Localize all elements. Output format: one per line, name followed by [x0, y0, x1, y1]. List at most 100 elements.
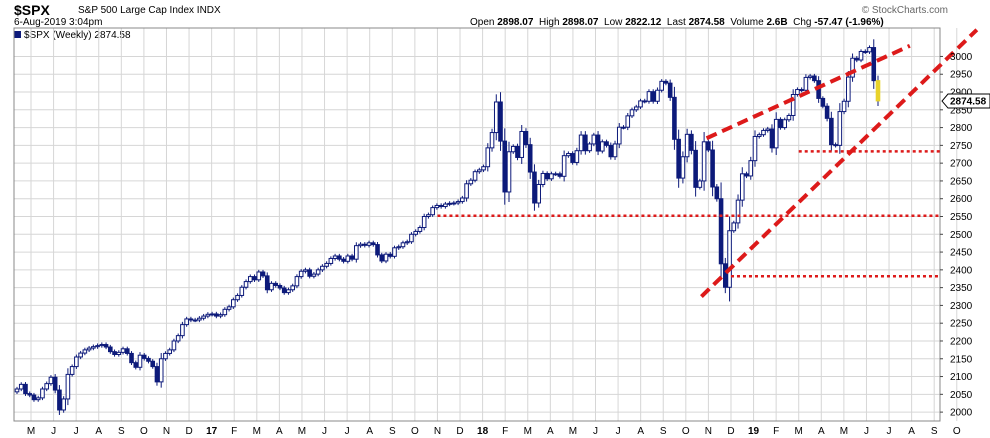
candle-body — [188, 318, 194, 321]
x-tick-label: S — [660, 426, 667, 437]
candle-body — [625, 115, 631, 128]
x-tick-label: S — [931, 426, 938, 437]
candle-body — [875, 80, 881, 102]
x-tick-label: J — [887, 426, 892, 437]
candle-body — [247, 276, 253, 283]
candle-body — [133, 362, 139, 368]
y-tick-label: 2900 — [950, 88, 973, 99]
candle-body — [773, 118, 779, 149]
candle-body — [175, 335, 181, 342]
y-tick-label: 2400 — [950, 265, 973, 276]
candle-body — [379, 254, 385, 262]
candle-body — [489, 132, 495, 149]
candle-body — [146, 357, 151, 362]
y-tick-label: 2200 — [950, 336, 973, 347]
y-tick-label: 2550 — [950, 212, 973, 223]
candle-body — [867, 47, 872, 53]
candle-body — [608, 144, 614, 158]
candle-body — [320, 265, 325, 271]
candle-body — [824, 105, 830, 119]
candle-body — [680, 156, 686, 179]
legend-swatch-icon — [14, 31, 21, 38]
candle-body — [549, 173, 554, 180]
x-tick-label: N — [163, 426, 170, 437]
last-price-tag-box — [941, 93, 990, 109]
candle-body — [82, 349, 88, 354]
candle-body — [655, 89, 660, 102]
candle-body — [269, 282, 274, 291]
candle-body — [667, 82, 673, 98]
candle-body — [723, 263, 728, 288]
candle-body — [116, 351, 122, 355]
candle-body — [854, 57, 860, 61]
candle-body — [362, 243, 368, 246]
x-tick-label: J — [51, 426, 56, 437]
candle-body — [532, 171, 537, 204]
x-tick-label: 18 — [477, 426, 489, 437]
candle-body — [141, 354, 147, 359]
x-tick-label: N — [434, 426, 441, 437]
candle-body — [485, 147, 491, 168]
candle-body — [761, 129, 766, 136]
candle-body — [74, 356, 79, 368]
candle-body — [846, 76, 851, 102]
candle-body — [404, 241, 410, 244]
candle-body — [231, 299, 236, 308]
candle-body — [684, 133, 690, 158]
candle-body — [396, 246, 402, 249]
ticker-description: S&P 500 Large Cap Index INDX — [78, 5, 221, 16]
x-tick-label: A — [95, 426, 102, 437]
candle-body — [57, 389, 62, 411]
candle-body — [583, 134, 588, 152]
candle-body — [795, 89, 800, 96]
candle-body — [574, 150, 580, 163]
candle-body — [303, 269, 308, 272]
x-tick-label: A — [818, 426, 825, 437]
candle-body — [493, 101, 499, 134]
candle-body — [812, 75, 817, 82]
last-price-value: 2874.58 — [950, 97, 987, 108]
y-tick-label: 2700 — [950, 159, 973, 170]
candle-body — [243, 281, 249, 288]
candle-body — [502, 140, 508, 193]
candle-body — [86, 347, 92, 351]
candle-body — [315, 269, 321, 275]
x-tick-label: M — [298, 426, 306, 437]
candle-body — [290, 285, 295, 291]
candle-body — [112, 351, 117, 355]
x-tick-label: A — [637, 426, 644, 437]
candle-body — [447, 202, 452, 205]
candle-body — [120, 348, 126, 353]
candle-body — [540, 172, 546, 185]
chg-label: Chg — [793, 17, 812, 28]
x-tick-label: A — [547, 426, 554, 437]
candle-body — [718, 198, 724, 265]
candle-body — [171, 340, 177, 351]
last-label: Last — [666, 17, 686, 28]
candle-body — [277, 284, 283, 289]
candle-body — [515, 145, 520, 158]
last-price-tag: 2874.58 — [941, 93, 990, 109]
candle-body — [252, 276, 257, 281]
candle-body — [27, 393, 33, 396]
x-tick-label: D — [727, 426, 734, 437]
candle-body — [820, 97, 826, 107]
candle-body — [281, 287, 287, 294]
candle-body — [124, 348, 130, 354]
candle-body — [443, 203, 448, 208]
candle-body — [235, 294, 240, 301]
candle-body — [566, 153, 571, 157]
candle-body — [294, 276, 300, 287]
y-tick-label: 2650 — [950, 176, 973, 187]
candle-body — [616, 126, 622, 145]
candle-body — [527, 144, 533, 173]
candle-body — [366, 242, 372, 246]
candle-body — [858, 50, 864, 61]
candle-body — [48, 376, 54, 385]
candle-body — [676, 138, 681, 179]
candle-body — [387, 253, 393, 257]
x-tick-label: N — [705, 426, 712, 437]
candle-body — [129, 352, 134, 364]
candle-body — [18, 383, 24, 390]
trendline — [705, 43, 911, 141]
